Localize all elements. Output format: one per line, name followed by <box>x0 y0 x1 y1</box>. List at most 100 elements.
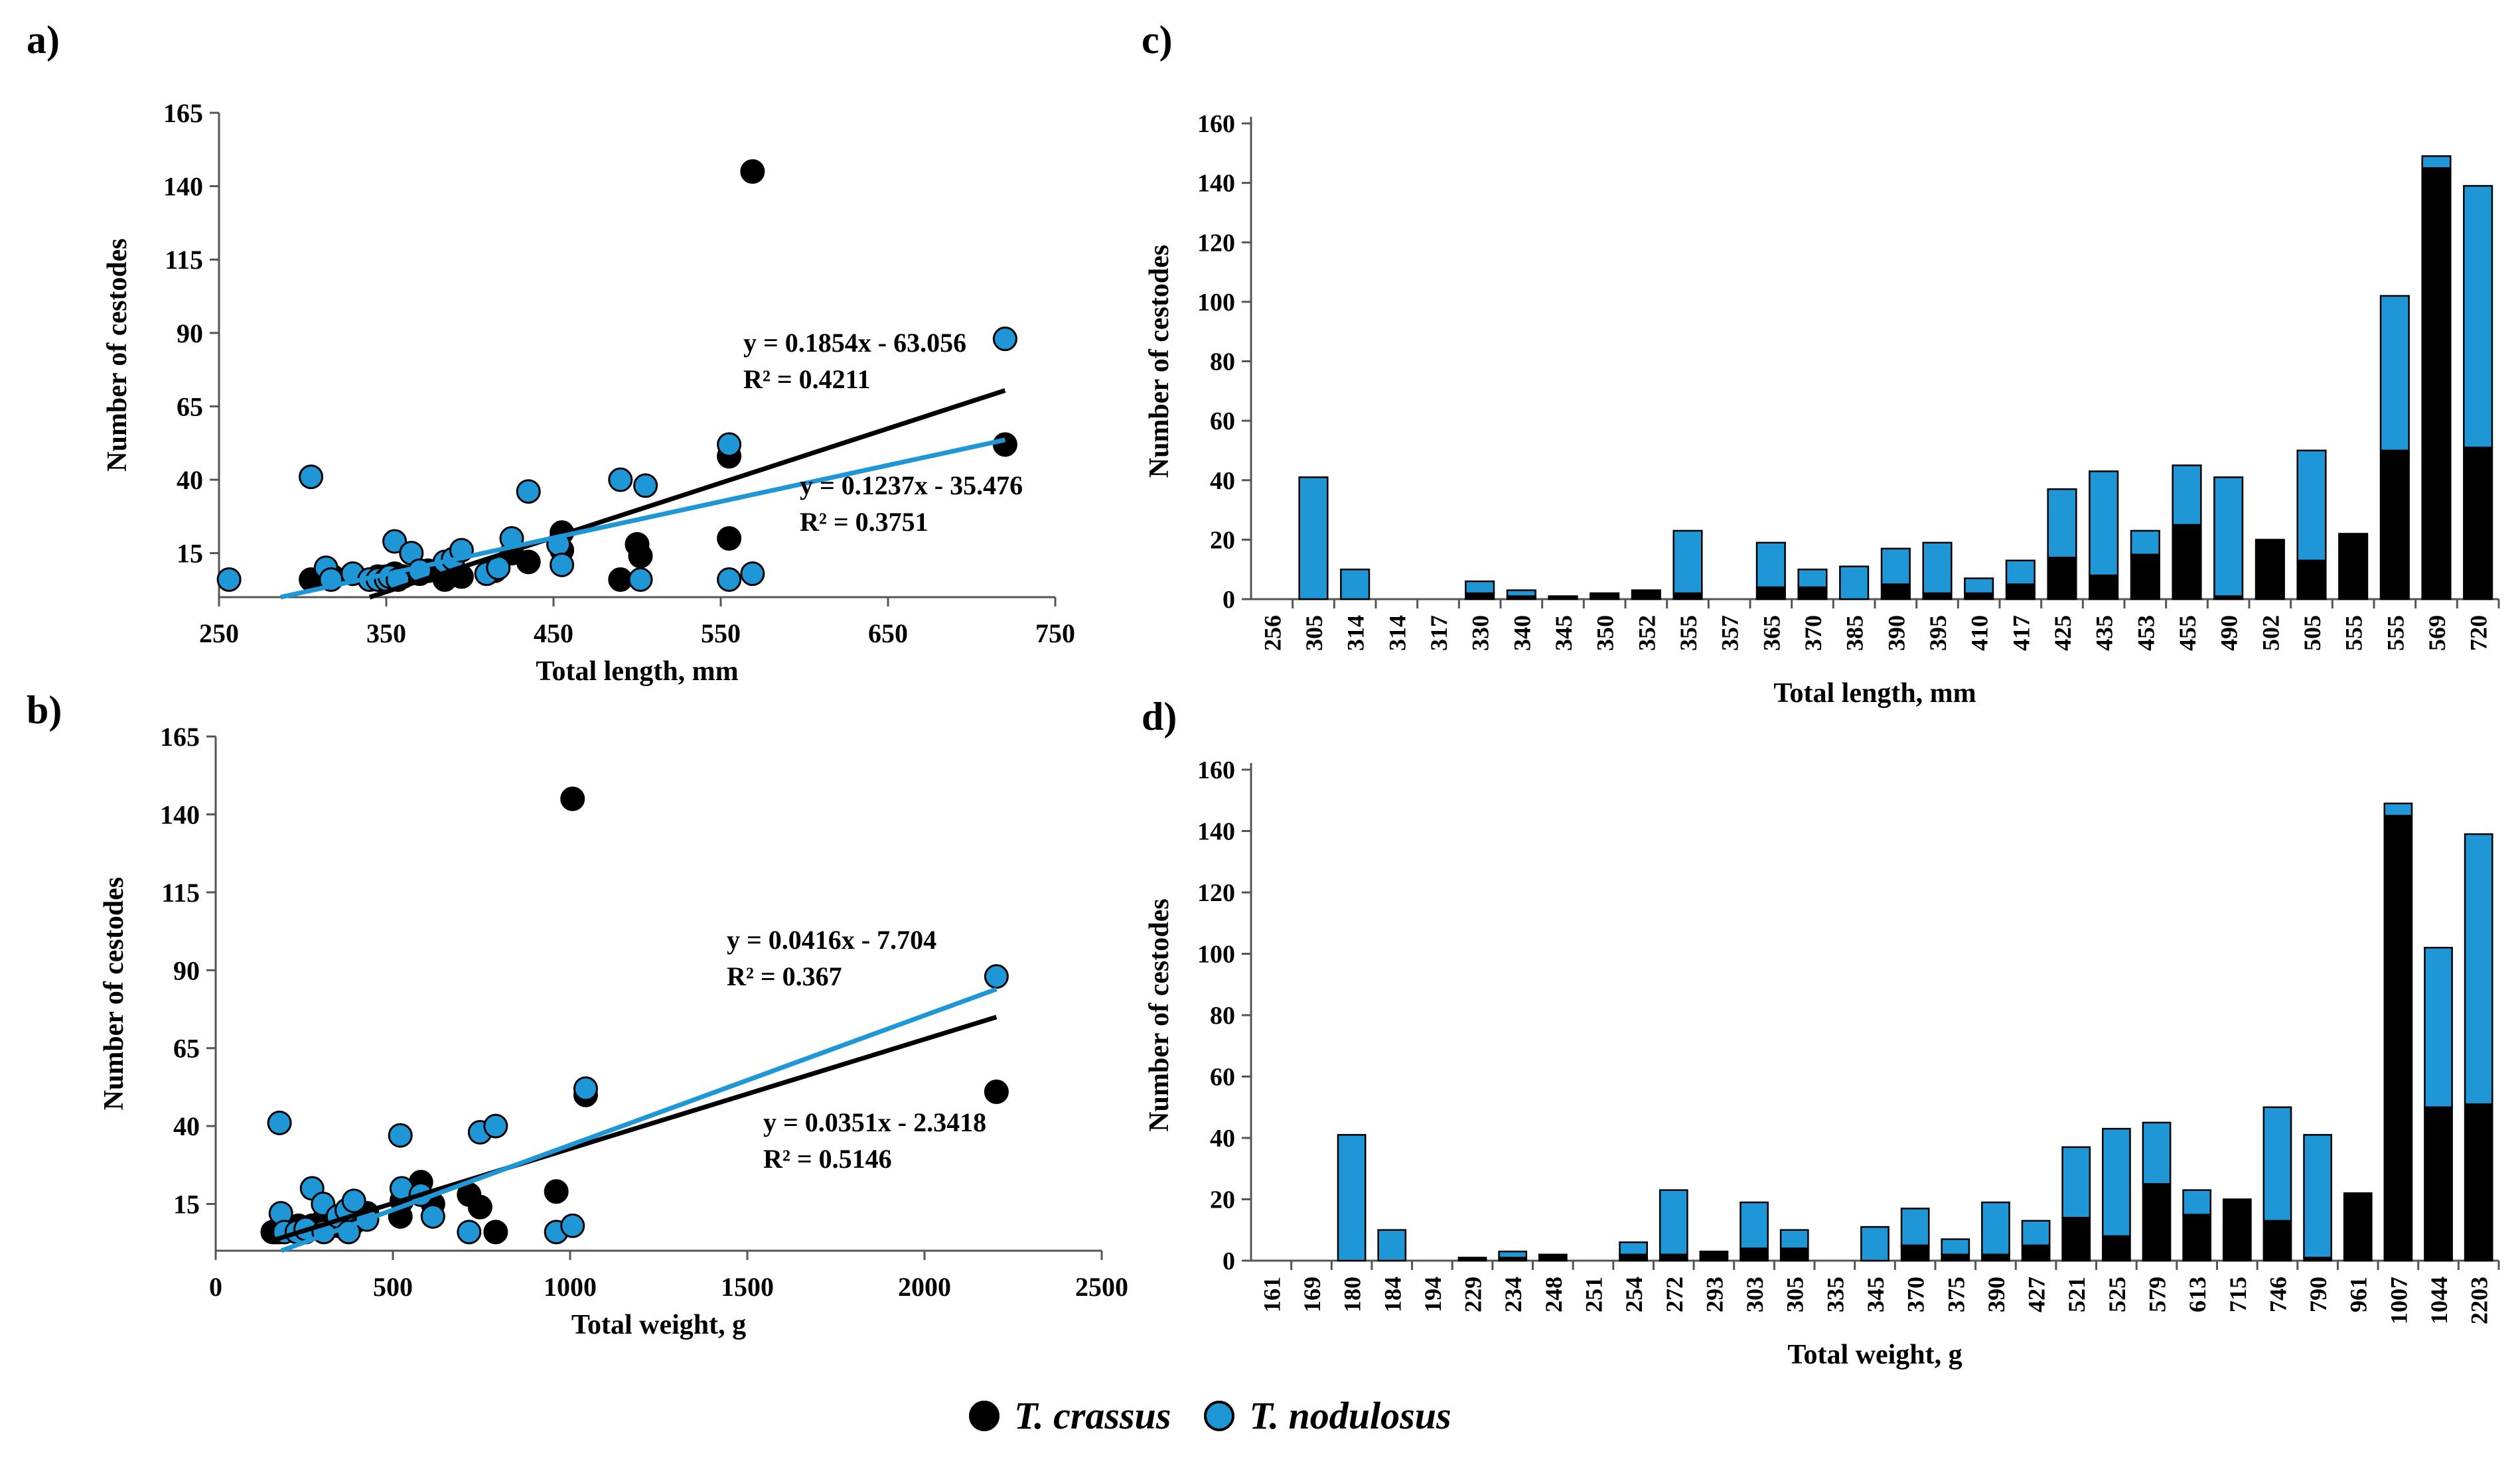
bar-crassus <box>2089 574 2119 600</box>
legend-item-crassus: T. crassus <box>969 1393 1171 1438</box>
y-tick-label: 40 <box>173 1111 200 1141</box>
x-tick-label: 390 <box>1983 1277 2010 1312</box>
x-tick-label: 161 <box>1258 1277 1285 1312</box>
x-tick-label: 390 <box>1883 615 1909 651</box>
panel-label-c: c) <box>1142 18 1173 62</box>
panel-label-b: b) <box>27 688 62 732</box>
legend: T. crassus T. nodulosus <box>969 1393 1485 1438</box>
panel-b-scatter-weight: 0 500 1000 1500 2000 2500 15 40 65 90 115 140 165 Tot… <box>99 722 1128 1340</box>
x-axis-title: Total weight, g <box>1787 1340 1962 1370</box>
x-tick-label: 370 <box>1903 1277 1929 1312</box>
bar-nodulosus <box>2421 155 2452 169</box>
data-point-crassus <box>483 1220 508 1245</box>
bar-nodulosus <box>1498 1250 1528 1259</box>
x-tick-label: 317 <box>1426 615 1452 651</box>
x-tick-label: 579 <box>2144 1277 2171 1312</box>
bar-nodulosus <box>2172 464 2202 526</box>
bar-crassus <box>2296 559 2327 600</box>
bar-nodulosus <box>2089 470 2119 577</box>
trend-r2-crassus: R² = 0.4211 <box>743 364 870 394</box>
bar-crassus <box>2130 553 2160 600</box>
panel-c-bar-length: 0 20 40 60 80 100 120 140 160 256 305 314 314 317 330 3… <box>1144 110 2500 709</box>
x-tick-label: 314 <box>1343 615 1369 651</box>
data-point-nodulosus <box>628 567 653 592</box>
bar-crassus <box>1631 589 1661 600</box>
bar-nodulosus <box>1981 1201 2010 1255</box>
bar-nodulosus <box>1964 577 1994 595</box>
bar-crassus <box>1900 1244 1930 1262</box>
y-axis-title: Number of cestodes <box>102 238 133 472</box>
x-tick-label: 357 <box>1717 615 1743 651</box>
x-tick-label: 229 <box>1460 1277 1487 1312</box>
y-tick-label: 160 <box>1197 756 1235 784</box>
trend-r2-nodulosus: R² = 0.3751 <box>800 507 928 537</box>
bar-crassus <box>1619 1253 1648 1262</box>
legend-marker-nodulosus <box>1204 1400 1235 1431</box>
x-tick-label: 555 <box>2341 615 2367 651</box>
y-tick-label: 15 <box>173 1190 200 1220</box>
bar-crassus <box>1538 1253 1568 1262</box>
x-tick-label: 1000 <box>544 1272 597 1302</box>
y-tick-label: 80 <box>1210 348 1235 376</box>
bar-nodulosus <box>1941 1238 1970 1255</box>
data-point-nodulosus <box>341 1188 366 1214</box>
y-tick-label: 140 <box>163 172 203 202</box>
data-point-crassus <box>467 1194 492 1220</box>
x-tick-label: 521 <box>2063 1277 2090 1312</box>
x-tick-label: 650 <box>868 618 908 648</box>
x-tick-label: 335 <box>1822 1277 1848 1312</box>
bar-crassus <box>1964 592 1994 600</box>
bar-crassus <box>2379 449 2410 600</box>
bar-crassus <box>2047 557 2077 600</box>
y-tick-label: 60 <box>1210 1064 1235 1091</box>
bar-crassus <box>2421 167 2452 600</box>
bar-crassus <box>1941 1253 1970 1262</box>
bar-crassus <box>2061 1217 2091 1262</box>
x-tick-label: 305 <box>1782 1277 1809 1312</box>
x-tick-label: 303 <box>1742 1277 1768 1312</box>
y-tick-label: 100 <box>1197 289 1235 316</box>
data-point-nodulosus <box>267 1110 292 1135</box>
bar-nodulosus <box>2182 1189 2212 1216</box>
trendline-crassus <box>368 388 1006 600</box>
bar-nodulosus <box>1779 1229 1809 1249</box>
y-tick-label: 140 <box>1197 170 1235 198</box>
bar-nodulosus <box>1340 568 1371 600</box>
trend-r2-crassus: R² = 0.5146 <box>763 1144 892 1174</box>
y-tick-label: 100 <box>1197 941 1235 969</box>
data-point-crassus <box>717 526 742 551</box>
bar-nodulosus <box>1797 568 1828 589</box>
data-point-nodulosus <box>717 432 742 457</box>
x-tick-label: 250 <box>199 618 239 648</box>
x-tick-label: 272 <box>1661 1277 1688 1312</box>
data-point-nodulosus <box>740 561 765 587</box>
bar-crassus <box>1465 592 1495 600</box>
data-point-nodulosus <box>633 473 658 498</box>
bar-crassus <box>1740 1247 1769 1262</box>
bar-crassus <box>2383 815 2413 1262</box>
x-tick-label: 385 <box>1842 615 1868 651</box>
x-tick-label: 569 <box>2424 615 2450 651</box>
bar-nodulosus <box>2061 1146 2091 1219</box>
bar-nodulosus <box>2424 947 2453 1108</box>
y-tick-label: 80 <box>1210 1002 1235 1030</box>
bar-nodulosus <box>2021 1220 2051 1247</box>
bar-crassus <box>1699 1250 1729 1262</box>
x-tick-label: 427 <box>2024 1277 2050 1312</box>
x-tick-label: 375 <box>1943 1277 1969 1312</box>
x-tick-label: 352 <box>1633 615 1660 651</box>
y-tick-label: 90 <box>173 955 200 985</box>
bar-crassus <box>1797 586 1828 600</box>
data-point-crassus <box>984 1079 1009 1104</box>
panel-a-scatter-length: 250 350 450 550 650 750 15 40 65 90 115 140 165 Total… <box>102 98 1075 687</box>
x-tick-label: 417 <box>2008 615 2034 651</box>
x-tick-label: 350 <box>366 618 406 648</box>
x-tick-label: 345 <box>1862 1277 1889 1312</box>
x-tick-label: 1007 <box>2385 1277 2412 1324</box>
bar-nodulosus <box>1860 1226 1890 1262</box>
x-axis-title: Total weight, g <box>571 1310 746 1340</box>
bar-nodulosus <box>1922 541 1953 595</box>
y-tick-label: 65 <box>173 1034 200 1064</box>
x-axis-title: Total length, mm <box>1773 678 1976 709</box>
